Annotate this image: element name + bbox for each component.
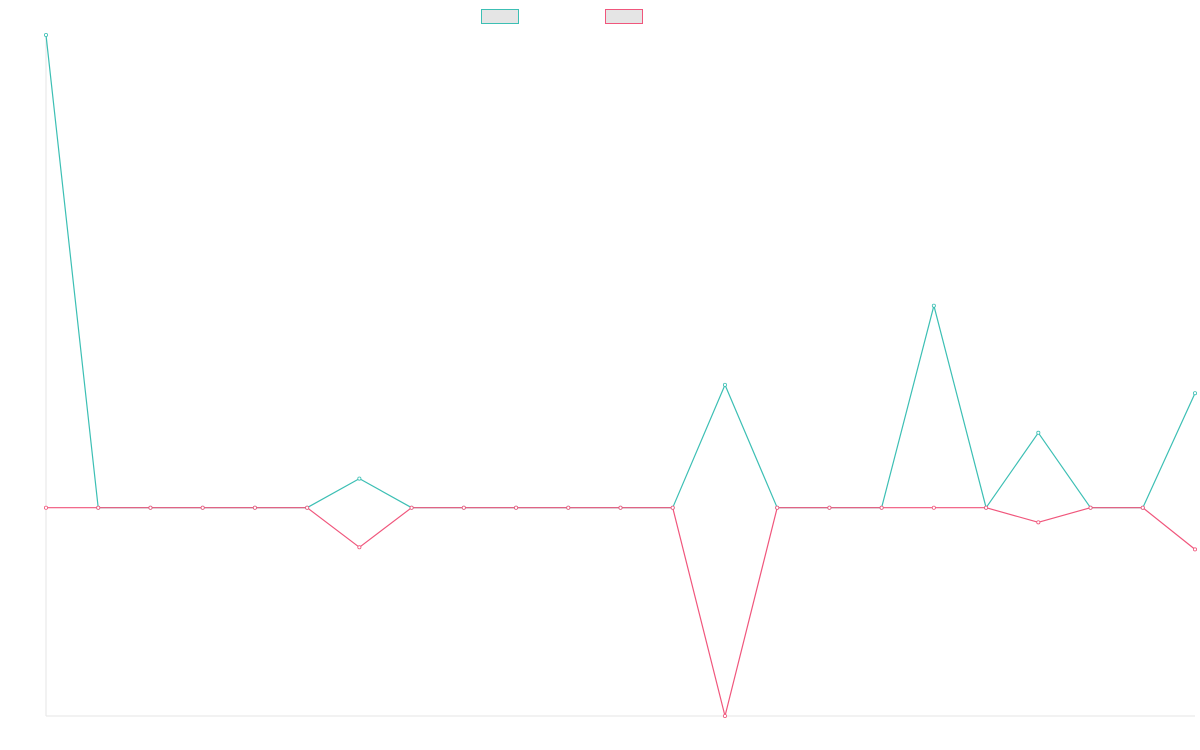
series-2-point[interactable] <box>44 505 49 510</box>
series-2-point[interactable] <box>1140 505 1145 510</box>
series-2-point[interactable] <box>1036 520 1041 525</box>
series-2-point[interactable] <box>514 505 519 510</box>
series-2-point[interactable] <box>252 505 257 510</box>
chart-legend <box>0 9 1200 27</box>
series-2-point[interactable] <box>722 714 727 719</box>
series-2-point[interactable] <box>148 505 153 510</box>
series-2-point[interactable] <box>1088 505 1093 510</box>
series-1-point[interactable] <box>44 33 49 38</box>
series-1-point[interactable] <box>722 382 727 387</box>
series-2-point[interactable] <box>357 545 362 550</box>
series-2-point[interactable] <box>618 505 623 510</box>
series-2-point[interactable] <box>409 505 414 510</box>
series-1-point[interactable] <box>357 476 362 481</box>
series-2-point[interactable] <box>96 505 101 510</box>
series-2-point[interactable] <box>461 505 466 510</box>
series-1-point[interactable] <box>1193 391 1198 396</box>
series-2-point[interactable] <box>827 505 832 510</box>
series-2-line <box>46 507 1196 717</box>
series-2-point[interactable] <box>775 505 780 510</box>
legend-swatch-series-2[interactable] <box>605 9 643 24</box>
series-2-point[interactable] <box>984 505 989 510</box>
series-2-point[interactable] <box>200 505 205 510</box>
series-2-point[interactable] <box>931 505 936 510</box>
series-1-point[interactable] <box>1036 430 1041 435</box>
series-2-point[interactable] <box>305 505 310 510</box>
series-2-point[interactable] <box>670 505 675 510</box>
legend-swatch-series-1[interactable] <box>481 9 519 24</box>
series-1-line <box>45 34 1196 509</box>
series-layer <box>44 33 1198 719</box>
series-1-point[interactable] <box>931 303 936 308</box>
series-2-point[interactable] <box>1193 547 1198 552</box>
series-2-point[interactable] <box>566 505 571 510</box>
series-2-point[interactable] <box>879 505 884 510</box>
